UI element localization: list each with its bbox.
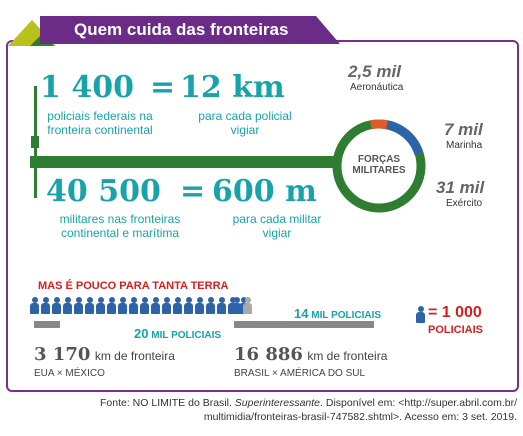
right-police-num: 14 <box>294 306 309 321</box>
branch-aeronautica-value: 2,5 mil <box>348 62 401 81</box>
top-stat-left-caption: policiais federais na fronteira continen… <box>47 109 153 137</box>
police-icon <box>118 297 127 315</box>
branch-aeronautica-name: Aeronáutica <box>350 82 404 93</box>
right-km-value: 16 886 <box>234 344 303 365</box>
left-km-unit: km de fronteira <box>94 349 175 363</box>
bottom-stat-right-value: 600 m <box>212 174 317 209</box>
ring-aeronautica-segment <box>370 119 388 130</box>
right-km-unit: km de fronteira <box>307 349 388 363</box>
police-icon <box>74 297 83 315</box>
right-police-label: 14 MIL POLICIAIS <box>294 306 381 321</box>
police-icon <box>151 297 160 315</box>
right-km-line: 16 886 km de fronteira <box>234 344 387 365</box>
police-icon <box>63 297 72 315</box>
police-icon <box>184 297 193 315</box>
source-prefix: Fonte: NO LIMITE do Brasil. <box>100 397 235 409</box>
road-marker-top <box>34 86 37 156</box>
road-bar <box>30 156 336 168</box>
comparison-caption: MAS É POUCO PARA TANTA TERRA <box>38 280 229 292</box>
police-icon <box>52 297 61 315</box>
left-police-label: 20 MIL POLICIAIS <box>134 326 221 341</box>
top-stat-right-caption: para cada policial vigiar <box>198 109 292 137</box>
police-icon-partial <box>243 297 252 315</box>
right-route: BRASIL × AMÉRICA DO SUL <box>234 368 366 379</box>
left-police-text: MIL POLICIAIS <box>151 330 222 341</box>
source-citation: Fonte: NO LIMITE do Brasil. Superinteres… <box>30 396 517 424</box>
police-icon <box>173 297 182 315</box>
right-police-icons <box>232 297 252 315</box>
bottom-stat-left-caption: militares nas fronteiras continental e m… <box>59 212 181 240</box>
right-bar <box>234 321 374 328</box>
top-stat-left-value: 1 400 <box>40 70 134 105</box>
road-marker-block <box>31 136 39 148</box>
police-icon <box>107 297 116 315</box>
police-icon <box>41 297 50 315</box>
branch-exercito-name: Exército <box>446 198 483 209</box>
police-icon <box>232 297 241 315</box>
bottom-stat-left-value: 40 500 <box>46 174 161 209</box>
legend-police-icon <box>416 306 425 324</box>
forces-ring <box>332 119 426 213</box>
source-line2: multimidia/fronteiras-brasil-747582.shtm… <box>203 411 517 423</box>
police-icon <box>206 297 215 315</box>
infographic-title: Quem cuida das fronteiras <box>40 16 340 44</box>
ring-marinha-segment <box>385 120 424 156</box>
infographic-frame <box>6 40 519 392</box>
branch-marinha-value: 7 mil <box>444 120 483 139</box>
left-bar <box>34 321 60 328</box>
right-police-text: MIL POLICIAIS <box>311 310 382 321</box>
source-suffix: . Disponível em: <http://super.abril.com… <box>320 397 517 409</box>
bottom-stat-equals: = <box>180 174 206 209</box>
branch-marinha-name: Marinha <box>446 140 483 151</box>
police-icon <box>96 297 105 315</box>
legend-equals: = 1 000 <box>428 304 482 321</box>
left-police-icons <box>30 297 248 315</box>
left-km-value: 3 170 <box>34 344 91 365</box>
forces-center-label: FORÇAS MILITARES <box>352 154 406 176</box>
left-police-num: 20 <box>134 326 149 341</box>
left-route: EUA × MÉXICO <box>34 368 105 379</box>
police-icon <box>30 297 39 315</box>
police-icon <box>217 297 226 315</box>
police-icon <box>85 297 94 315</box>
source-magazine: Superinteressante <box>234 397 321 409</box>
police-icon <box>162 297 171 315</box>
police-icon <box>129 297 138 315</box>
top-stat-right-value: 12 km <box>180 70 285 105</box>
bottom-stat-right-caption: para cada militar vigiar <box>232 212 322 240</box>
police-icon <box>195 297 204 315</box>
police-icon <box>140 297 149 315</box>
road-marker-bottom <box>34 168 37 198</box>
top-stat-equals: = <box>150 70 176 105</box>
branch-exercito-value: 31 mil <box>436 178 485 197</box>
legend-text: POLICIAIS <box>428 324 484 336</box>
left-km-line: 3 170 km de fronteira <box>34 344 175 365</box>
